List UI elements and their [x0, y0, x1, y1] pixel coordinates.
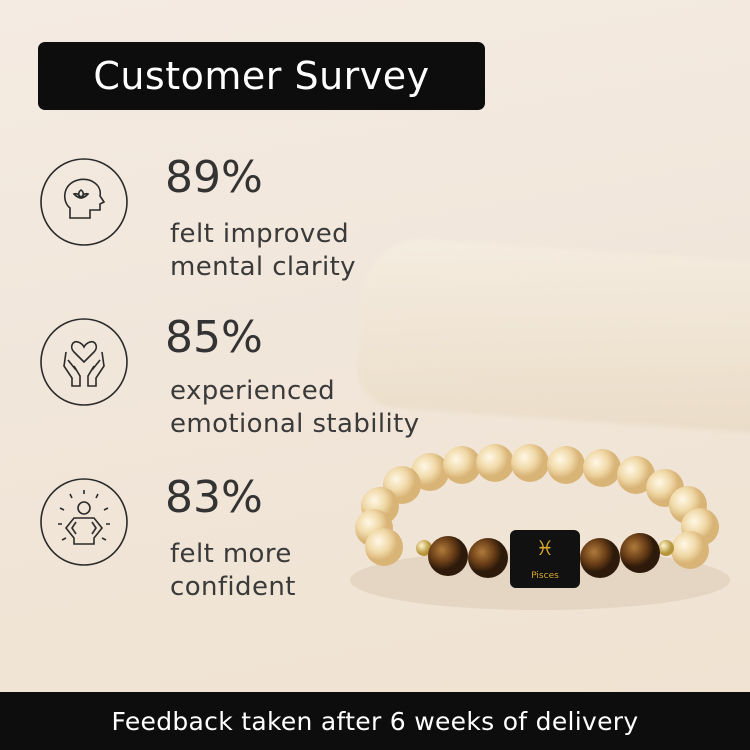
stat-desc-line2: mental clarity: [170, 252, 356, 282]
footer-banner: Feedback taken after 6 weeks of delivery: [0, 692, 750, 750]
stat-desc-line2: confident: [170, 572, 296, 602]
footer-text: Feedback taken after 6 weeks of delivery: [111, 706, 639, 736]
stat-percent: 83%: [165, 472, 263, 523]
hands-heart-icon: [40, 318, 128, 406]
page-title: Customer Survey: [93, 54, 430, 98]
bead-engraving: Pisces: [531, 571, 559, 581]
stat-percent: 89%: [165, 152, 263, 203]
stat-desc-line1: felt improved: [170, 219, 349, 249]
head-lotus-icon: [40, 158, 128, 246]
stat-desc-line2: emotional stability: [170, 409, 420, 439]
bracelet-image: ♓ Pisces: [350, 444, 730, 610]
confident-person-icon: [40, 478, 128, 566]
stat-desc-line1: experienced: [170, 376, 336, 406]
svg-text:♓: ♓: [536, 536, 554, 560]
stat-percent: 85%: [165, 312, 263, 363]
background-cloth: [354, 235, 750, 435]
stat-desc-line1: felt more: [170, 539, 292, 569]
title-banner: Customer Survey: [38, 42, 485, 110]
pisces-cube-bead: [510, 530, 580, 588]
